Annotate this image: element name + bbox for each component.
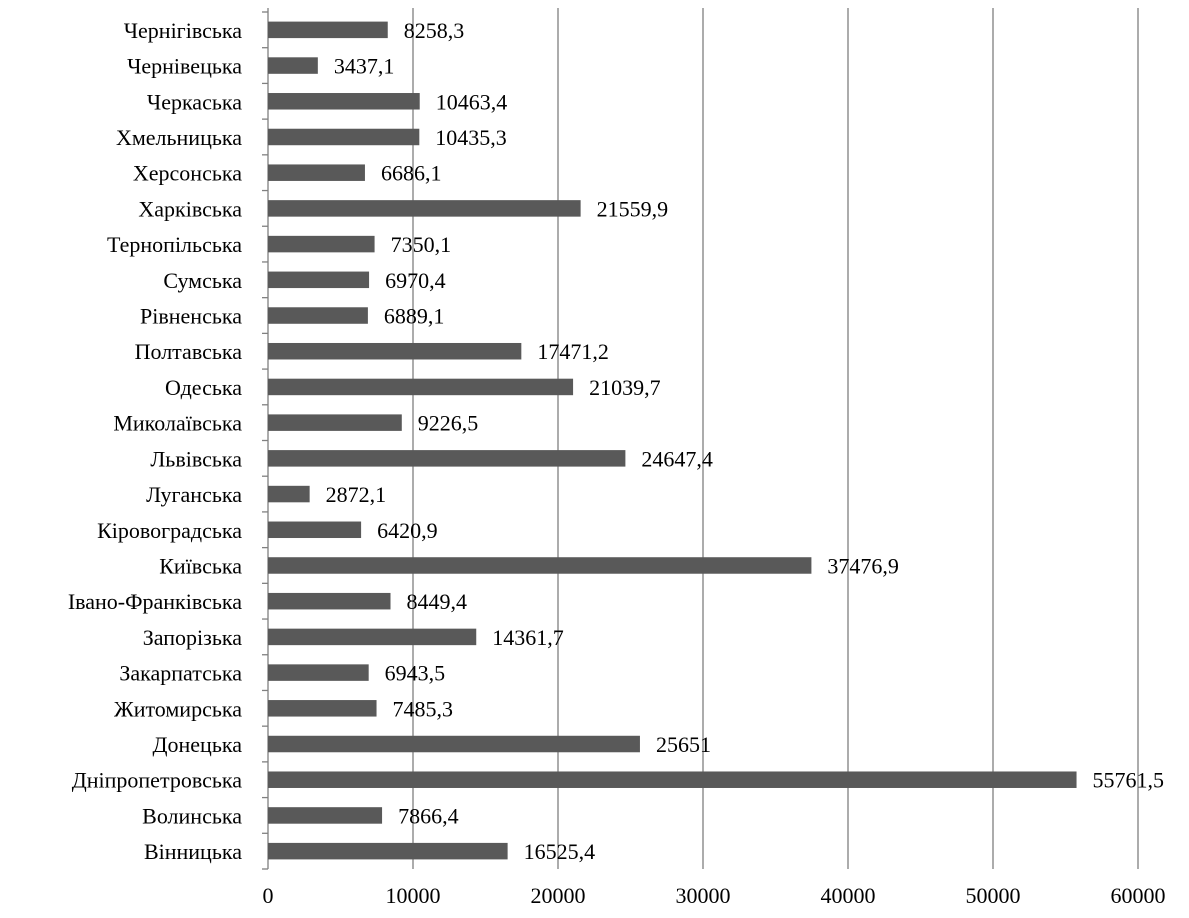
data-label: 21559,9 — [597, 196, 669, 221]
data-label: 6889,1 — [384, 304, 445, 329]
category-label: Кіровоградська — [97, 518, 242, 543]
bar — [268, 93, 420, 110]
data-label: 10463,4 — [436, 89, 508, 114]
category-label: Донецька — [153, 732, 243, 757]
x-tick-label: 0 — [263, 883, 274, 908]
data-label: 14361,7 — [492, 625, 563, 650]
data-label: 8258,3 — [404, 18, 465, 43]
category-label: Волинська — [142, 803, 242, 828]
bar — [268, 592, 391, 610]
data-label: 6970,4 — [385, 268, 446, 293]
category-label: Полтавська — [135, 339, 243, 364]
category-label: Вінницька — [144, 839, 242, 864]
category-label: Луганська — [146, 482, 242, 507]
x-tick-label: 50000 — [966, 883, 1021, 908]
bar — [268, 628, 477, 646]
bar — [268, 557, 812, 574]
category-label: Сумська — [163, 268, 242, 293]
bar — [268, 307, 368, 324]
axis-layer — [262, 8, 269, 870]
category-label: Херсонська — [133, 161, 242, 186]
bar — [268, 200, 581, 217]
category-label: Тернопільська — [107, 232, 242, 257]
bar — [268, 664, 369, 681]
data-label: 21039,7 — [589, 375, 661, 400]
label-layer: 0 10000 20000 30000 40000 50000 60000 Чернігівс… — [68, 18, 1166, 908]
category-label: Івано-Франківська — [68, 589, 242, 614]
x-tick-label: 40000 — [821, 883, 876, 908]
data-label: 37476,9 — [827, 553, 899, 578]
x-tick-label: 20000 — [531, 883, 586, 908]
bar-layer — [268, 21, 1077, 860]
category-label: Харківська — [138, 196, 242, 221]
data-label: 10435,3 — [435, 125, 507, 150]
data-label: 2872,1 — [326, 482, 387, 507]
category-label: Одеська — [165, 375, 242, 400]
bar — [268, 521, 362, 539]
category-label: Запорізька — [143, 625, 242, 650]
bar — [268, 271, 370, 289]
x-tick-label: 30000 — [676, 883, 731, 908]
bar — [268, 842, 508, 860]
bar — [268, 235, 375, 253]
bar — [268, 485, 310, 503]
data-label: 6420,9 — [377, 518, 438, 543]
bar — [268, 342, 522, 360]
x-tick-label: 10000 — [386, 883, 441, 908]
category-label: Миколаївська — [113, 411, 242, 436]
bar — [268, 450, 626, 467]
data-label: 7485,3 — [393, 696, 454, 721]
category-label: Рівненська — [140, 304, 242, 329]
bar — [268, 807, 383, 824]
category-label: Хмельницька — [116, 125, 242, 150]
data-label: 7350,1 — [391, 232, 452, 257]
data-label: 9226,5 — [418, 411, 479, 436]
category-label: Закарпатська — [119, 661, 242, 686]
bar — [268, 771, 1077, 788]
data-label: 3437,1 — [334, 54, 395, 79]
category-label: Черкаська — [147, 89, 242, 114]
category-label: Київська — [159, 553, 242, 578]
x-tick-label: 60000 — [1111, 883, 1166, 908]
category-label: Чернігівська — [124, 18, 242, 43]
category-label: Житомирська — [114, 696, 242, 721]
bar — [268, 21, 388, 39]
data-label: 6943,5 — [385, 661, 446, 686]
bar — [268, 128, 420, 146]
data-label: 16525,4 — [524, 839, 596, 864]
data-label: 25651 — [656, 732, 711, 757]
category-label: Дніпропетровська — [72, 768, 242, 793]
bar — [268, 57, 318, 74]
grid-layer — [412, 8, 1139, 869]
data-label: 6686,1 — [381, 161, 442, 186]
data-label: 7866,4 — [398, 803, 459, 828]
bar — [268, 414, 402, 431]
bar — [268, 735, 640, 753]
bar — [268, 700, 377, 717]
data-label: 55761,5 — [1093, 768, 1165, 793]
data-label: 8449,4 — [407, 589, 468, 614]
data-label: 24647,4 — [641, 446, 713, 471]
bar — [268, 378, 574, 396]
data-label: 17471,2 — [537, 339, 609, 364]
bar — [268, 164, 365, 181]
category-label: Чернівецька — [127, 54, 242, 79]
category-label: Львівська — [150, 446, 242, 471]
